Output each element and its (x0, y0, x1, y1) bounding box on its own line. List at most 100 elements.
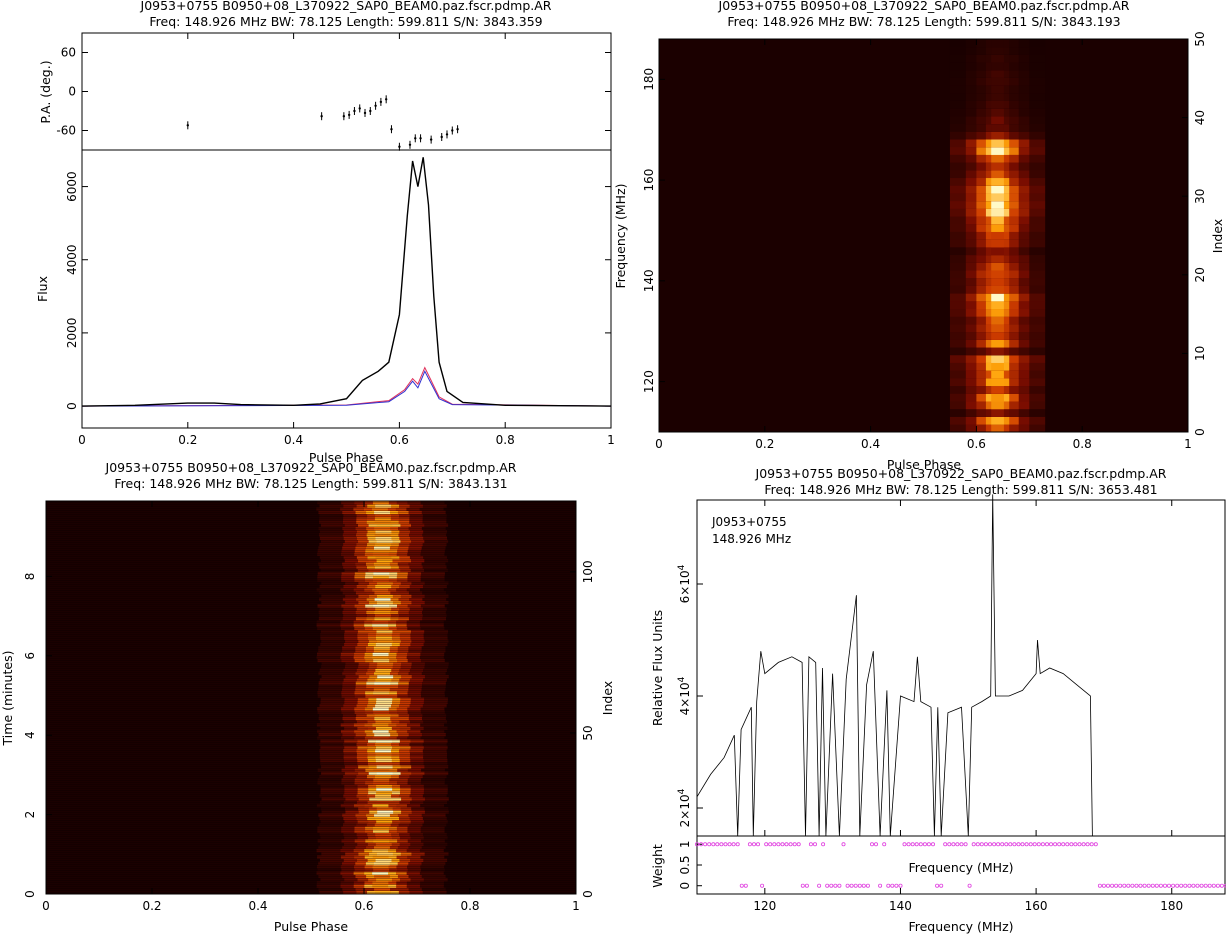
freq-heatmap-cell (991, 208, 1004, 217)
time-ytick-label: 4 (23, 731, 37, 739)
freq-heatmap-cell (991, 247, 1004, 256)
freq-heatmap-cell (991, 347, 1004, 356)
weight-marker (760, 883, 765, 888)
time-panel-xlabel: Pulse Phase (274, 919, 349, 934)
weight-marker (739, 883, 744, 888)
freq-heatmap-cell (991, 54, 1004, 63)
weight-marker (1000, 842, 1005, 847)
weight-marker (837, 883, 842, 888)
weight-marker (1114, 883, 1119, 888)
time-xtick-label: 0.2 (142, 899, 161, 913)
phase-time-panel: J0953+0755 B0950+08_L370922_SAP0_BEAM0.p… (0, 460, 615, 934)
weight-marker (914, 842, 919, 847)
weight-marker (1203, 883, 1208, 888)
bandpass-plot: 2×104 4×104 6×104 0 0.5 1 120 140 160 180 (677, 494, 1226, 913)
freq-heatmap-cell (991, 385, 1004, 394)
weight-marker (1158, 883, 1163, 888)
weight-marker (910, 842, 915, 847)
weight-marker (800, 883, 805, 888)
weight-marker (1081, 842, 1086, 847)
phase-xtick-label: 0.8 (496, 433, 515, 447)
weight-marker (918, 842, 923, 847)
weight-marker (870, 842, 875, 847)
weight-marker (715, 842, 720, 847)
weight-marker (1049, 842, 1054, 847)
bandpass-ytick-label: 2×104 (677, 788, 692, 827)
weight-marker (882, 842, 887, 847)
freq-ytick-label: 180 (642, 68, 656, 91)
weight-marker (1163, 883, 1168, 888)
weight-marker (1106, 883, 1111, 888)
pa-point (445, 133, 449, 136)
time-panel-ylabel: Time (minutes) (0, 651, 15, 747)
bandpass-xtick-label: 160 (1025, 899, 1048, 913)
bandpass-xtick-label: 140 (889, 899, 912, 913)
weight-marker (1089, 842, 1094, 847)
freq-heatmap-cell (991, 116, 1004, 125)
weight-marker (1040, 842, 1045, 847)
freq-heatmap-cell (991, 154, 1004, 163)
pa-point (353, 109, 356, 113)
freq-heatmap-cell (991, 162, 1004, 171)
weight-marker (857, 883, 862, 888)
freq-heatmap-cell (991, 254, 1004, 263)
pa-point (369, 109, 372, 113)
weight-marker (894, 883, 899, 888)
freq-heatmap-cell (991, 324, 1004, 333)
weight-marker (711, 842, 716, 847)
pa-point (451, 129, 454, 132)
time-index-ytick-label: 100 (581, 560, 595, 583)
freq-heatmap-cell (991, 277, 1004, 286)
weight-marker (861, 883, 866, 888)
weight-marker (808, 842, 813, 847)
flux-frame (81, 149, 612, 429)
freq-heatmap-background (659, 39, 1188, 432)
phase-xtick-label: 0.4 (284, 433, 303, 447)
weight-marker (796, 842, 801, 847)
weight-marker (813, 842, 818, 847)
weight-marker (951, 842, 956, 847)
freq-heatmap-cell (991, 362, 1004, 371)
weight-marker (699, 842, 704, 847)
weight-marker (922, 842, 927, 847)
weight-marker (1171, 883, 1176, 888)
time-panel-subtitle: Freq: 148.926 MHz BW: 78.125 Length: 599… (114, 476, 507, 491)
weight-marker (1110, 883, 1115, 888)
freq-heatmap-cell (991, 370, 1004, 379)
weight-ytick-label: 0 (678, 882, 692, 890)
freq-panel-xlabel: Pulse Phase (887, 457, 962, 472)
weight-marker (756, 842, 761, 847)
pa-ytick-label: 60 (61, 46, 76, 60)
index-ytick-label: 10 (1193, 346, 1207, 361)
weight-marker (1061, 842, 1066, 847)
weight-marker (959, 842, 964, 847)
weight-marker (1215, 883, 1220, 888)
weight-marker (1150, 883, 1155, 888)
weight-marker (817, 883, 822, 888)
freq-xtick-label: 1 (1184, 437, 1192, 451)
freq-panel-y2label: Index (1210, 219, 1225, 253)
weight-marker (890, 883, 895, 888)
freq-heatmap-cell (991, 239, 1004, 248)
weight-marker (1065, 842, 1070, 847)
bandpass-xlabel: Frequency (MHz) (908, 919, 1013, 934)
time-heatmap-frame (45, 500, 577, 895)
weight-marker (853, 883, 858, 888)
pa-point (414, 137, 417, 140)
freq-heatmap-cell (991, 139, 1004, 148)
index-ytick-label: 30 (1193, 189, 1207, 204)
weight-marker (845, 883, 850, 888)
weight-marker (1195, 883, 1200, 888)
pa-point (440, 135, 443, 139)
weight-marker (1008, 842, 1013, 847)
weight-marker (996, 842, 1001, 847)
weight-marker (886, 883, 891, 888)
pa-point (342, 115, 346, 118)
weight-marker (1057, 842, 1062, 847)
pa-frame (81, 32, 612, 151)
phase-xtick-label: 1 (607, 433, 615, 447)
pa-point (384, 98, 388, 101)
freq-heatmap-cell (991, 85, 1004, 94)
weight-marker (971, 842, 976, 847)
freq-heatmap-cell (991, 231, 1004, 240)
